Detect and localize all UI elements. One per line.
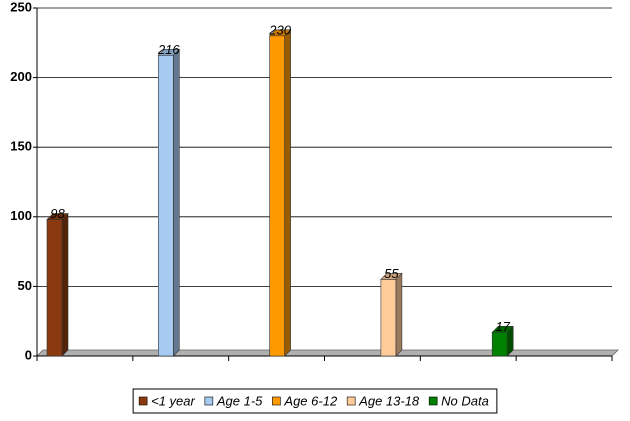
data-label: 17 [495,319,510,334]
legend-label: No Data [441,393,489,408]
y-tick-label: 250 [10,0,32,14]
y-tick-label: 150 [10,139,32,154]
bar-side [395,272,403,357]
bar [158,55,174,357]
bar [491,332,508,357]
legend-swatch [204,396,214,406]
y-tick-label: 50 [18,278,32,293]
floor [36,349,619,357]
legend-label: Age 1-5 [216,393,263,408]
legend-swatch [346,396,356,406]
legend-label: Age 13-18 [358,393,420,408]
legend-swatch [138,396,148,406]
legend-swatch [272,396,281,406]
legend-label: Age 6-12 [283,393,338,408]
bar-side [173,48,180,357]
legend: <1 year Age 1-5 Age 6-12 Age 13-18 No Data [132,388,498,414]
data-label: 216 [157,42,180,57]
y-tick-label: 100 [10,208,32,223]
bar [269,35,285,357]
y-tick-label: 200 [10,69,32,84]
bar-side [284,29,291,357]
bar-side [61,212,69,357]
bar [46,219,63,357]
data-label: 230 [268,22,291,37]
legend-swatch [428,396,438,406]
bar [380,279,397,357]
data-label: 98 [50,206,65,221]
data-label: 55 [384,266,399,281]
legend-label: <1 year [151,393,195,408]
y-tick-label: 0 [25,347,32,362]
